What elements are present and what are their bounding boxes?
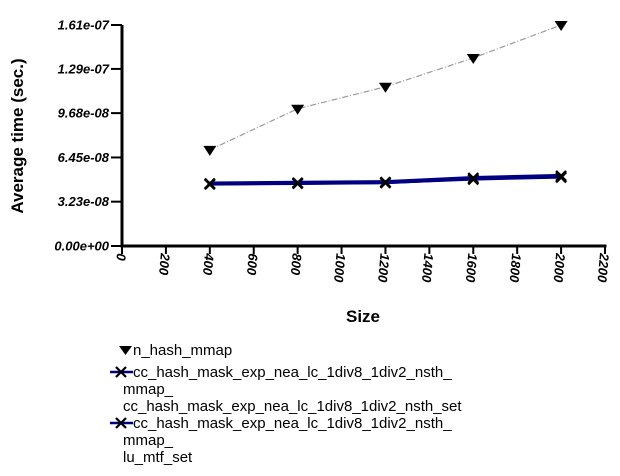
x-tick-label: 200	[156, 252, 173, 277]
y-tick-label: 9.68e-08	[58, 106, 110, 121]
x-tick-label: 400	[200, 252, 217, 277]
x-tick-label: 1200	[375, 253, 393, 284]
legend-line: mmap_	[123, 381, 462, 398]
data-point-x-icon	[555, 171, 567, 184]
data-point-triangle-down-icon	[466, 53, 480, 64]
chart-canvas: 0.00e+00 3.23e-08 6.45e-08 9.68e-08 1.29e-07…	[54, 18, 612, 284]
legend-entry-2: cc_hash_mask_exp_nea_lc_1div8_1div2_nsth…	[110, 415, 462, 466]
x-tick-label: 1400	[419, 253, 437, 284]
x-tick-label: 1600	[463, 253, 481, 284]
data-point-triangle-down-icon	[378, 82, 392, 93]
legend-line: mmap_	[123, 432, 462, 449]
legend-x-line-marker-icon	[110, 417, 133, 429]
x-tick-label: 2000	[551, 252, 569, 284]
legend-text: n_hash_mmap	[133, 342, 233, 359]
data-point-triangle-down-icon	[554, 21, 568, 31]
legend-text: mmap_	[123, 432, 174, 449]
x-tick-label: 0	[113, 253, 129, 262]
x-tick-label: 1800	[507, 253, 525, 284]
y-tick-label: 1.29e-07	[58, 61, 110, 76]
x-axis-title: Size	[345, 307, 381, 326]
legend-line: n_hash_mmap	[110, 342, 462, 359]
data-point-triangle-down-icon	[203, 145, 217, 156]
legend-triangle-down-marker-icon	[119, 346, 132, 355]
y-tick-label: 3.23e-08	[58, 194, 110, 209]
legend-line: lu_mtf_set	[123, 449, 462, 466]
legend-x-line-marker-icon	[110, 366, 133, 378]
legend-line: cc_hash_mask_exp_nea_lc_1div8_1div2_nsth…	[123, 398, 462, 415]
legend-line: cc_hash_mask_exp_nea_lc_1div8_1div2_nsth…	[110, 415, 462, 432]
legend-text: cc_hash_mask_exp_nea_lc_1div8_1div2_nsth…	[133, 364, 452, 381]
y-axis-title: Average time (sec.)	[8, 58, 27, 214]
legend-entry-1: cc_hash_mask_exp_nea_lc_1div8_1div2_nsth…	[110, 364, 462, 415]
data-point-x-icon	[467, 173, 480, 186]
y-tick-label: 6.45e-08	[58, 150, 110, 165]
data-point-x-icon	[291, 177, 304, 190]
legend-text: lu_mtf_set	[123, 449, 193, 466]
x-tick-label: 800	[288, 253, 305, 277]
legend-line: cc_hash_mask_exp_nea_lc_1div8_1div2_nsth…	[110, 364, 462, 381]
data-point-triangle-down-icon	[291, 104, 305, 115]
legend-entry-0: n_hash_mmap	[110, 342, 462, 359]
legend-text: cc_hash_mask_exp_nea_lc_1div8_1div2_nsth…	[133, 415, 452, 432]
data-point-x-icon	[203, 178, 216, 191]
x-tick-label: 2200	[594, 252, 612, 284]
y-tick-label: 1.61e-07	[58, 18, 110, 33]
x-tick-label: 600	[244, 253, 261, 277]
chart-legend: n_hash_mmap cc_hash_mask_exp_nea_lc_1div8…	[110, 342, 462, 466]
legend-text: cc_hash_mask_exp_nea_lc_1div8_1div2_nsth…	[123, 398, 462, 415]
x-tick-label: 1000	[331, 253, 349, 284]
legend-text: mmap_	[123, 381, 174, 398]
y-tick-label: 0.00e+00	[54, 239, 109, 254]
data-point-x-icon	[379, 177, 392, 189]
